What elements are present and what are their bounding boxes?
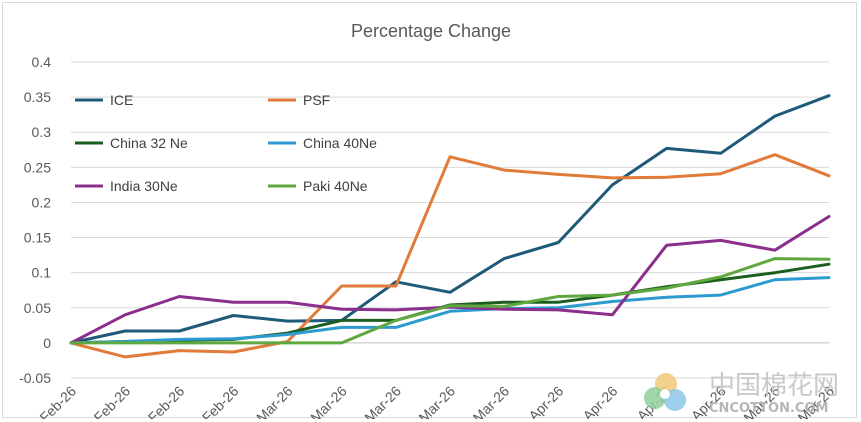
- cotton-logo-icon: [644, 373, 686, 411]
- watermark: 中国棉花网 CNCOTTON.COM: [644, 371, 839, 416]
- chart-title: Percentage Change: [351, 21, 511, 41]
- legend-label: PSF: [303, 92, 330, 108]
- series-lines: [69, 94, 831, 359]
- x-tick-label: Mar-26: [361, 383, 404, 419]
- x-tick-label: Feb-26: [36, 383, 79, 419]
- x-tick-label: Apr-26: [525, 383, 566, 419]
- x-tick-label: Feb-26: [145, 383, 188, 419]
- y-tick-label: 0.25: [24, 159, 51, 175]
- x-tick-label: Mar-26: [253, 383, 296, 419]
- y-tick-label: 0.3: [32, 124, 52, 140]
- y-tick-label: 0.4: [32, 54, 52, 70]
- y-tick-label: 0.1: [32, 265, 52, 281]
- x-tick-label: Apr-26: [580, 383, 621, 419]
- line-chart: Percentage Change -0.05 0 0.05 0.1 0.15 0.2 0.…: [19, 21, 839, 419]
- x-tick-label: Mar-26: [415, 383, 458, 419]
- y-axis-ticks: -0.05 0 0.05 0.1 0.15 0.2 0.25 0.3 0.35 0.4: [19, 54, 51, 386]
- legend-label: Paki 40Ne: [303, 178, 368, 194]
- legend: ICE PSF China 32 Ne China 40Ne India 30Ne Pak…: [75, 92, 377, 194]
- legend-label: ICE: [110, 92, 133, 108]
- x-tick-label: Feb-26: [91, 383, 134, 419]
- watermark-en: CNCOTTON.COM: [709, 401, 828, 416]
- legend-label: India 30Ne: [110, 178, 178, 194]
- y-tick-label: -0.05: [19, 370, 51, 386]
- x-tick-label: Mar-26: [307, 383, 350, 419]
- y-tick-label: 0: [43, 335, 51, 351]
- series-line-psf: [69, 153, 831, 359]
- series-line-china-32-ne: [69, 262, 831, 345]
- series-line-paki-40ne: [69, 257, 831, 345]
- y-tick-label: 0.2: [32, 194, 52, 210]
- x-tick-label: Mar-26: [470, 383, 513, 419]
- watermark-cn: 中国棉花网: [709, 371, 839, 401]
- y-tick-label: 0.35: [24, 89, 51, 105]
- y-tick-label: 0.15: [24, 230, 51, 246]
- series-line-ice: [69, 94, 831, 345]
- y-tick-label: 0.05: [24, 300, 51, 316]
- legend-label: China 32 Ne: [110, 135, 188, 151]
- series-line-china-40ne: [69, 276, 831, 345]
- x-tick-label: Feb-26: [199, 383, 242, 419]
- legend-label: China 40Ne: [303, 135, 377, 151]
